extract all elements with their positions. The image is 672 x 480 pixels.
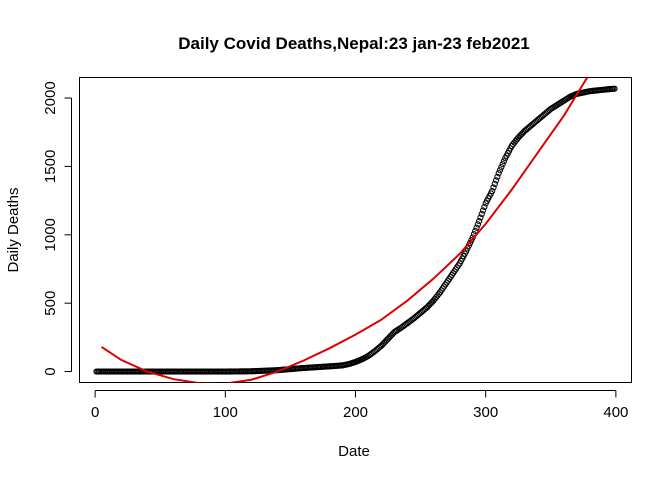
data-point xyxy=(473,224,480,231)
data-point xyxy=(493,177,500,184)
y-tick-label: 0 xyxy=(42,367,59,375)
data-point xyxy=(496,167,504,174)
data-point xyxy=(495,170,502,177)
y-axis: 0 500 1000 1500 2000 xyxy=(42,81,72,376)
data-point xyxy=(481,203,488,210)
y-tick-label: 1000 xyxy=(42,218,59,251)
y-axis-label: Daily Deaths xyxy=(5,187,22,272)
fit-curve xyxy=(101,77,589,383)
fit-curve-layer xyxy=(101,77,589,383)
data-point xyxy=(500,158,508,165)
x-axis: 0 100 200 300 400 xyxy=(91,390,628,421)
x-tick-label: 100 xyxy=(213,404,238,421)
data-points xyxy=(93,85,618,375)
data-point xyxy=(494,173,501,180)
chart-title: Daily Covid Deaths,Nepal:23 jan-23 feb20… xyxy=(178,34,529,53)
data-point xyxy=(474,221,481,228)
plot-frame xyxy=(79,77,632,383)
data-point xyxy=(472,227,479,235)
data-point xyxy=(476,218,483,225)
x-tick-label: 400 xyxy=(603,404,628,421)
y-tick-label: 500 xyxy=(42,291,59,316)
data-point xyxy=(499,161,506,168)
data-point xyxy=(491,180,498,188)
y-tick-label: 1500 xyxy=(42,150,59,183)
x-tick-label: 300 xyxy=(473,404,498,421)
data-point xyxy=(489,187,496,195)
data-point xyxy=(611,85,618,92)
x-tick-label: 0 xyxy=(91,404,99,421)
data-point xyxy=(479,207,487,214)
data-point xyxy=(498,164,505,171)
y-tick-label: 2000 xyxy=(42,81,59,114)
data-point xyxy=(477,214,484,221)
x-axis-label: Date xyxy=(338,443,370,460)
x-tick-label: 200 xyxy=(343,404,368,421)
data-point xyxy=(490,184,497,191)
data-point xyxy=(478,210,485,218)
